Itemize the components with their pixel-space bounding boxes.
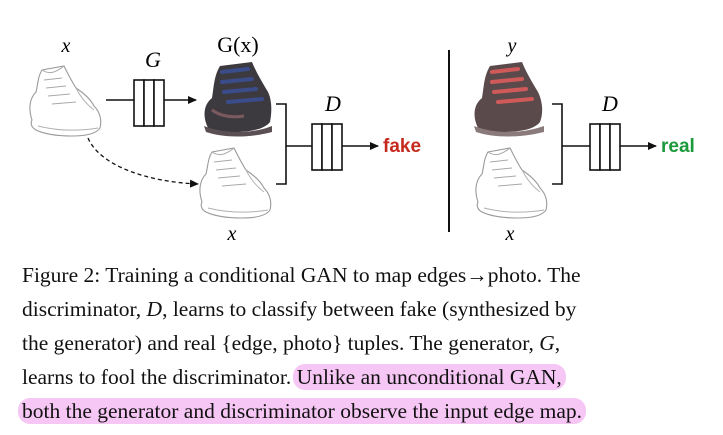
generated-boot-body [204, 62, 272, 132]
input-x-label: x [61, 35, 71, 57]
caption-text: learns to fool the discriminator. [22, 365, 297, 389]
caption-text: photo. The [487, 263, 581, 287]
gan-diagram: x G G(x) x D y [29, 32, 657, 245]
generator-label: G [145, 47, 161, 72]
caption-line-2: discriminator, D, learns to classify bet… [22, 292, 706, 326]
right-arrow-symbol: → [466, 263, 488, 287]
condition-x-label: x [227, 223, 237, 245]
caption-text: discriminator, [22, 297, 147, 321]
caption-math-g: G [539, 331, 555, 355]
discriminator-block-right [589, 123, 621, 171]
discriminator-label-left: D [324, 91, 341, 116]
caption-text: , learns to classify between fake (synth… [162, 297, 577, 321]
pair-bracket-left [276, 103, 287, 185]
caption-highlight: Unlike an unconditional GAN, [292, 364, 566, 390]
generated-output-label: G(x) [217, 32, 259, 57]
caption-math-d: D [146, 297, 163, 321]
edge-map-condition-image-right [475, 147, 548, 219]
caption-text: , [554, 331, 561, 355]
real-boot-body [474, 62, 543, 132]
caption-line-4: learns to fool the discriminator. Unlike… [22, 360, 706, 394]
generator-block [133, 79, 165, 127]
caption-highlight: both the generator and discriminator obs… [18, 398, 587, 424]
real-photo-y-label: y [506, 35, 517, 57]
edge-map-condition-image [199, 147, 272, 219]
real-boot-laces [490, 67, 534, 104]
caption-text: Figure 2: Training a conditional GAN to … [22, 263, 467, 287]
real-photo-image [474, 62, 544, 137]
generated-boot-laces [220, 67, 264, 104]
caption-line-1: Figure 2: Training a conditional GAN to … [22, 258, 706, 292]
discriminator-label-right: D [601, 91, 618, 116]
caption-line-5: both the generator and discriminator obs… [18, 394, 706, 428]
pair-bracket-right [552, 103, 563, 185]
figure-caption: Figure 2: Training a conditional GAN to … [18, 258, 706, 428]
caption-line-3: the generator) and real {edge, photo} tu… [22, 326, 706, 360]
condition-x-label-right: x [505, 223, 515, 245]
generated-photo-image [204, 62, 272, 137]
caption-text: the generator) and real {edge, photo} tu… [22, 331, 540, 355]
edge-map-input-image [29, 65, 102, 137]
fake-output-label: fake [383, 136, 422, 157]
discriminator-block-left [311, 123, 343, 171]
condition-dashed-arrow [87, 137, 199, 188]
real-output-label: real [661, 136, 695, 157]
